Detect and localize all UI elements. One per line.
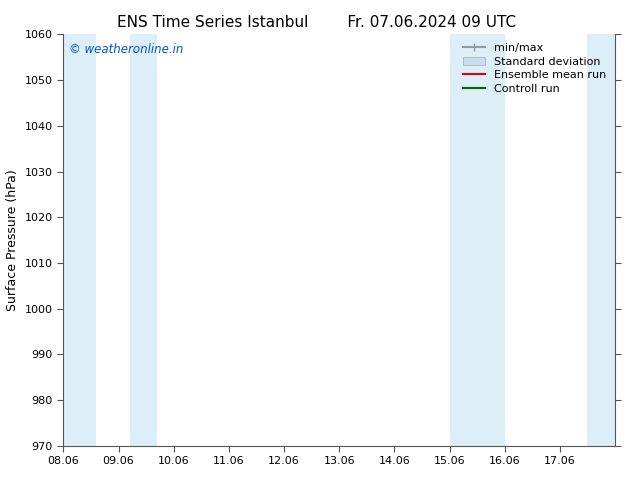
Text: © weatheronline.in: © weatheronline.in xyxy=(69,43,183,55)
Bar xyxy=(129,34,157,446)
Y-axis label: Surface Pressure (hPa): Surface Pressure (hPa) xyxy=(6,169,19,311)
Bar xyxy=(450,34,505,446)
Bar xyxy=(63,34,96,446)
Legend: min/max, Standard deviation, Ensemble mean run, Controll run: min/max, Standard deviation, Ensemble me… xyxy=(460,40,609,97)
Bar xyxy=(588,34,615,446)
Text: ENS Time Series Istanbul        Fr. 07.06.2024 09 UTC: ENS Time Series Istanbul Fr. 07.06.2024 … xyxy=(117,15,517,30)
